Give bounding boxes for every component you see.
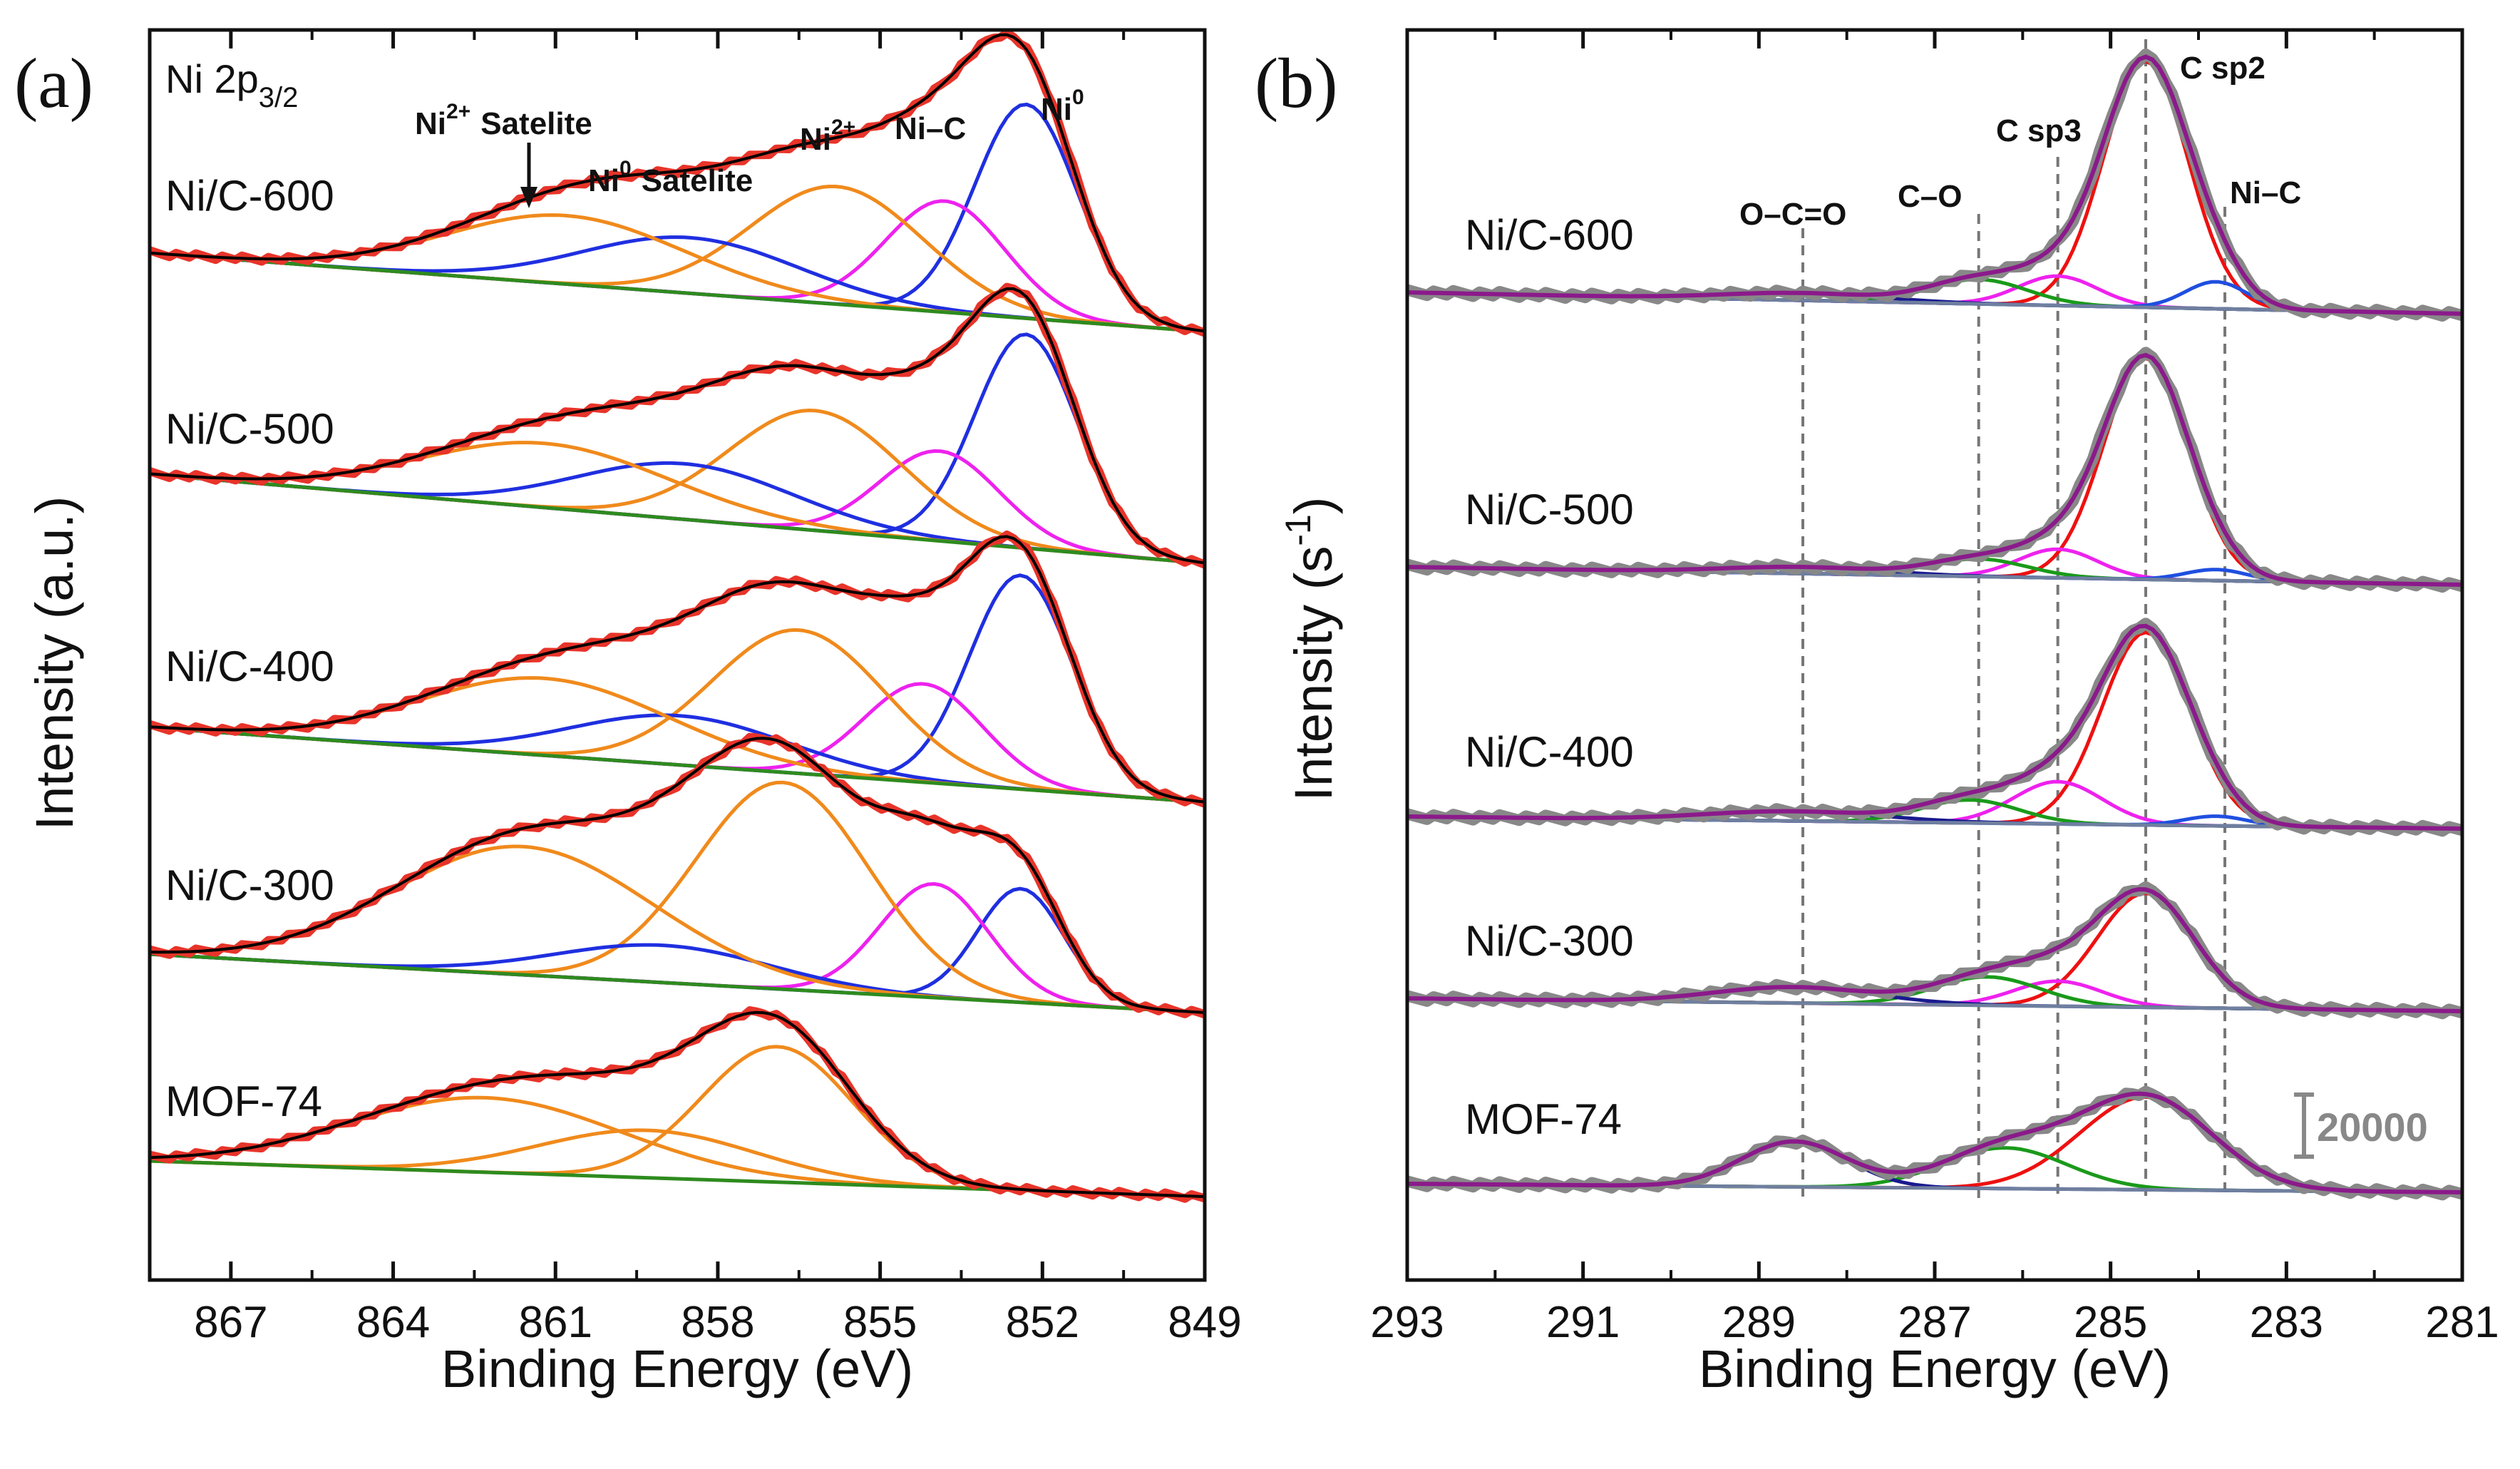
fitted-envelope (149, 287, 1205, 565)
scale-bar-label: 20000 (2317, 1105, 2428, 1150)
spectrum-mof-74 (148, 1006, 1206, 1203)
baseline (149, 725, 1205, 804)
fitted-envelope (149, 535, 1205, 804)
annot-c-sp3: C sp3 (1996, 113, 2082, 148)
sample-label-ni-c-400: Ni/C-400 (1465, 728, 1634, 776)
spectrum-ni-c-300 (148, 732, 1206, 1019)
sample-label-ni-c-500: Ni/C-500 (1465, 486, 1634, 533)
spectrum-ni-c-300 (1405, 881, 2464, 1020)
spectrum-ni-c-400 (148, 531, 1207, 808)
sample-label-ni-c-500: Ni/C-500 (165, 405, 334, 453)
x-tick-label: 287 (1898, 1298, 1971, 1347)
panel-a-title: Ni 2p3/2 (165, 56, 298, 113)
x-tick-label: 858 (681, 1298, 754, 1347)
panel-a-letter: (a) (14, 43, 93, 123)
sample-label-mof-74: MOF-74 (165, 1078, 322, 1125)
sample-label-ni-c-300: Ni/C-300 (1465, 917, 1634, 965)
x-tick-label: 861 (519, 1298, 592, 1347)
fitted-envelope (1406, 54, 2463, 316)
annot-ni0: Ni0 (1041, 86, 1084, 127)
panel-b-x-axis-label: Binding Energy (eV) (1699, 1339, 2171, 1398)
panel-b-y-axis-label: Intensity (s-1) (1278, 497, 1343, 802)
panel-a-frame (148, 28, 1207, 1282)
panel-a-peak-annotations: Ni2+ Satelite Ni0 Satelite Ni2+ Ni–C Ni0 (415, 86, 1084, 208)
panel-b-x-axis: 293 291 289 287 285 283 281 (1370, 30, 2499, 1347)
x-tick-label: 293 (1370, 1298, 1444, 1347)
fitted-envelope (1406, 886, 2463, 1013)
panel-a-x-axis-label: Binding Energy (eV) (441, 1339, 913, 1398)
spectrum-ni-c-600 (148, 29, 1207, 337)
panel-a-curves (148, 29, 1207, 1203)
fitted-envelope (1406, 623, 2463, 831)
panel-b: 293 291 289 287 285 283 281 Ni/C-600Ni/C-500Ni… (1278, 28, 2499, 1398)
sample-label-ni-c-400: Ni/C-400 (165, 643, 334, 690)
panel-a: 867 864 861 858 855 852 849 Ni 2p3/2 Ni/C-600N… (25, 28, 1242, 1398)
sample-label-ni-c-600: Ni/C-600 (1465, 211, 1634, 259)
annot-ni2-satellite: Ni2+ Satelite (415, 100, 592, 141)
x-tick-label: 289 (1722, 1298, 1796, 1347)
annot-ni2: Ni2+ (800, 116, 855, 157)
panel-b-sample-labels: Ni/C-600 Ni/C-500 Ni/C-400 Ni/C-300 MOF-74 (1465, 211, 1634, 1143)
x-tick-label: 285 (2074, 1298, 2147, 1347)
panel-a-y-axis-label: Intensity (a.u.) (25, 496, 84, 831)
panel-a-x-axis: 867 864 861 858 855 852 849 (194, 30, 1242, 1347)
x-tick-label: 283 (2250, 1298, 2323, 1347)
baseline (149, 251, 1205, 334)
x-tick-label: 852 (1006, 1298, 1079, 1347)
spectrum-ni-c-600 (1405, 48, 2464, 322)
annot-ni-c-b: Ni–C (2230, 175, 2301, 210)
annot-c-sp2: C sp2 (2180, 51, 2266, 86)
baseline (149, 952, 1205, 1015)
panel-a-sample-labels: Ni/C-600 Ni/C-500 Ni/C-400 Ni/C-300 MOF-74 (165, 172, 334, 1125)
sample-label-ni-c-300: Ni/C-300 (165, 861, 334, 909)
annot-c-o: C–O (1898, 179, 1962, 214)
x-tick-label: 855 (843, 1298, 917, 1347)
fitted-envelope (149, 737, 1205, 1014)
fitted-envelope (149, 33, 1205, 333)
x-tick-label: 864 (356, 1298, 430, 1347)
annot-ni-c: Ni–C (895, 111, 966, 146)
fitted-envelope (1406, 352, 2463, 587)
fitted-envelope (1406, 1091, 2463, 1194)
scale-bar: 20000 (2294, 1092, 2428, 1159)
sample-label-mof-74: MOF-74 (1465, 1095, 1622, 1143)
annot-arrow (520, 143, 538, 208)
annot-ni0-satellite: Ni0 Satelite (588, 157, 753, 198)
spectrum-mof-74 (1405, 1085, 2464, 1201)
x-tick-label: 281 (2425, 1298, 2499, 1347)
sample-label-ni-c-600: Ni/C-600 (165, 172, 334, 220)
x-tick-label: 867 (194, 1298, 267, 1347)
spectrum-ni-c-400 (1405, 618, 2464, 837)
fitted-envelope (149, 1010, 1205, 1198)
panel-b-peak-annotations: O–C=O C–O C sp3 C sp2 Ni–C (1739, 51, 2301, 232)
annot-o-c-o: O–C=O (1739, 197, 1846, 232)
x-tick-label: 849 (1168, 1298, 1241, 1347)
spectrum-ni-c-500 (1405, 347, 2464, 593)
x-tick-label: 291 (1546, 1298, 1620, 1347)
panel-b-letter: (b) (1255, 43, 1338, 123)
panel-b-curves (1405, 48, 2464, 1201)
